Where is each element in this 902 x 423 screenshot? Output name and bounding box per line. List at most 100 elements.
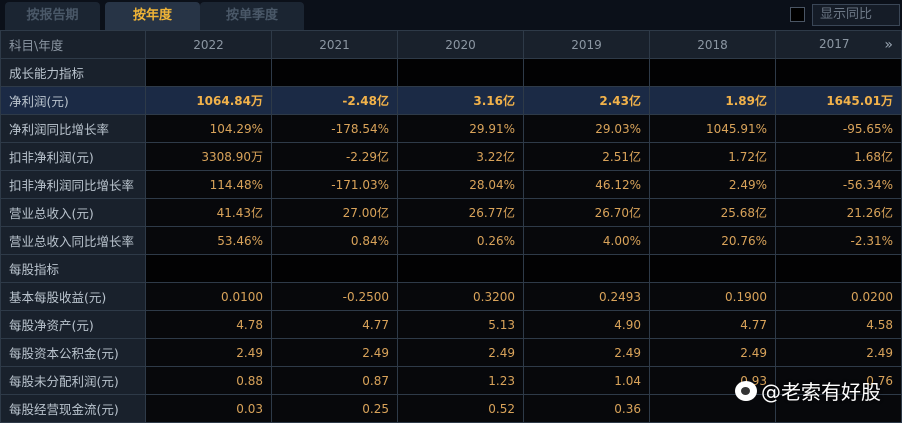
- cell-value: 104.29%: [145, 114, 272, 143]
- year-label: 2017: [818, 36, 850, 51]
- cell-value: -2.31%: [775, 226, 902, 255]
- table-row[interactable]: 扣非净利润(元) 3308.90万 -2.29亿 3.22亿 2.51亿 1.72亿 1.6…: [0, 142, 902, 171]
- cell-value: [649, 254, 776, 283]
- row-label: 每股未分配利润(元): [0, 366, 146, 395]
- cell-value: 0.3200: [397, 282, 524, 311]
- cell-value: 4.58: [775, 310, 902, 339]
- more-columns-icon[interactable]: »: [884, 36, 893, 53]
- table-row[interactable]: 营业总收入(元) 41.43亿 27.00亿 26.77亿 26.70亿 25.68亿 21…: [0, 198, 902, 227]
- row-label: 成长能力指标: [0, 58, 146, 87]
- cell-value: 41.43亿: [145, 198, 272, 227]
- row-label: 营业总收入(元): [0, 198, 146, 227]
- cell-value: 2.49: [775, 338, 902, 367]
- cell-value: 3.16亿: [397, 86, 524, 115]
- cell-value: 0.03: [145, 394, 272, 423]
- row-label: 净利润同比增长率: [0, 114, 146, 143]
- cell-value: -2.29亿: [271, 142, 398, 171]
- watermark: @老索有好股: [735, 376, 881, 405]
- cell-value: 0.1900: [649, 282, 776, 311]
- cell-value: -2.48亿: [271, 86, 398, 115]
- tab-by-year[interactable]: 按年度: [105, 2, 200, 30]
- cell-value: 2.43亿: [523, 86, 650, 115]
- cell-value: 3.22亿: [397, 142, 524, 171]
- row-label: 每股净资产(元): [0, 310, 146, 339]
- cell-value: 1045.91%: [649, 114, 776, 143]
- year-header-2019[interactable]: 2019: [523, 30, 650, 59]
- row-label: 营业总收入同比增长率: [0, 226, 146, 255]
- cell-value: 1064.84万: [145, 86, 272, 115]
- cell-value: 25.68亿: [649, 198, 776, 227]
- cell-value: 20.76%: [649, 226, 776, 255]
- cell-value: [775, 58, 902, 87]
- row-label: 净利润(元): [0, 86, 146, 115]
- row-label: 每股资本公积金(元): [0, 338, 146, 367]
- section-row[interactable]: 成长能力指标: [0, 58, 902, 87]
- cell-value: [145, 58, 272, 87]
- cell-value: [649, 58, 776, 87]
- cell-value: 29.91%: [397, 114, 524, 143]
- table-row[interactable]: 净利润(元) 1064.84万 -2.48亿 3.16亿 2.43亿 1.89亿 1645.…: [0, 86, 902, 115]
- cell-value: -171.03%: [271, 170, 398, 199]
- cell-value: 2.49%: [649, 170, 776, 199]
- weibo-logo-icon: [735, 380, 757, 401]
- header-label: 科目\年度: [0, 30, 146, 59]
- tab-by-quarter[interactable]: 按单季度: [200, 2, 304, 30]
- cell-value: 26.77亿: [397, 198, 524, 227]
- year-header-2020[interactable]: 2020: [397, 30, 524, 59]
- cell-value: 1.72亿: [649, 142, 776, 171]
- table-row[interactable]: 每股未分配利润(元) 0.88 0.87 1.23 1.04 0.93 0.76: [0, 366, 902, 395]
- row-label: 基本每股收益(元): [0, 282, 146, 311]
- year-label: 2018: [697, 37, 728, 52]
- cell-value: 3308.90万: [145, 142, 272, 171]
- cell-value: -56.34%: [775, 170, 902, 199]
- cell-value: 4.00%: [523, 226, 650, 255]
- year-header-2017[interactable]: 2017 »: [775, 30, 902, 59]
- show-yoy-button[interactable]: 显示同比: [812, 4, 900, 26]
- cell-value: 2.49: [397, 338, 524, 367]
- row-label: 每股经营现金流(元): [0, 394, 146, 423]
- cell-value: 1.04: [523, 366, 650, 395]
- cell-value: 0.25: [271, 394, 398, 423]
- cell-value: 2.49: [145, 338, 272, 367]
- cell-value: [145, 254, 272, 283]
- cell-value: -178.54%: [271, 114, 398, 143]
- cell-value: 1.89亿: [649, 86, 776, 115]
- table-row[interactable]: 扣非净利润同比增长率 114.48% -171.03% 28.04% 46.12% 2.4…: [0, 170, 902, 199]
- cell-value: [397, 254, 524, 283]
- watermark-text: @老索有好股: [761, 380, 881, 404]
- cell-value: 2.49: [271, 338, 398, 367]
- cell-value: 46.12%: [523, 170, 650, 199]
- table-row[interactable]: 每股资本公积金(元) 2.49 2.49 2.49 2.49 2.49 2.49: [0, 338, 902, 367]
- cell-value: [271, 254, 398, 283]
- cell-value: 4.90: [523, 310, 650, 339]
- cell-value: [397, 58, 524, 87]
- cell-value: -95.65%: [775, 114, 902, 143]
- cell-value: 0.84%: [271, 226, 398, 255]
- cell-value: 0.0200: [775, 282, 902, 311]
- cell-value: 4.78: [145, 310, 272, 339]
- cell-value: 4.77: [649, 310, 776, 339]
- year-header-2022[interactable]: 2022: [145, 30, 272, 59]
- cell-value: 0.26%: [397, 226, 524, 255]
- section-row[interactable]: 每股指标: [0, 254, 902, 283]
- table-header: 科目\年度 2022 2021 2020 2019 2018 2017 »: [0, 30, 902, 59]
- cell-value: 2.49: [649, 338, 776, 367]
- row-label: 扣非净利润同比增长率: [0, 170, 146, 199]
- cell-value: 27.00亿: [271, 198, 398, 227]
- table-row[interactable]: 基本每股收益(元) 0.0100 -0.2500 0.3200 0.2493 0.1900…: [0, 282, 902, 311]
- cell-value: 114.48%: [145, 170, 272, 199]
- year-header-2021[interactable]: 2021: [271, 30, 398, 59]
- cell-value: 29.03%: [523, 114, 650, 143]
- cell-value: 0.88: [145, 366, 272, 395]
- tab-by-report-period[interactable]: 按报告期: [5, 2, 100, 30]
- show-yoy-checkbox[interactable]: [790, 7, 805, 22]
- cell-value: [775, 254, 902, 283]
- table-row[interactable]: 营业总收入同比增长率 53.46% 0.84% 0.26% 4.00% 20.76% -2.…: [0, 226, 902, 255]
- table-row[interactable]: 每股净资产(元) 4.78 4.77 5.13 4.90 4.77 4.58: [0, 310, 902, 339]
- year-header-2018[interactable]: 2018: [649, 30, 776, 59]
- cell-value: 2.49: [523, 338, 650, 367]
- cell-value: -0.2500: [271, 282, 398, 311]
- cell-value: 0.52: [397, 394, 524, 423]
- table-row[interactable]: 净利润同比增长率 104.29% -178.54% 29.91% 29.03% 1045.…: [0, 114, 902, 143]
- cell-value: 0.2493: [523, 282, 650, 311]
